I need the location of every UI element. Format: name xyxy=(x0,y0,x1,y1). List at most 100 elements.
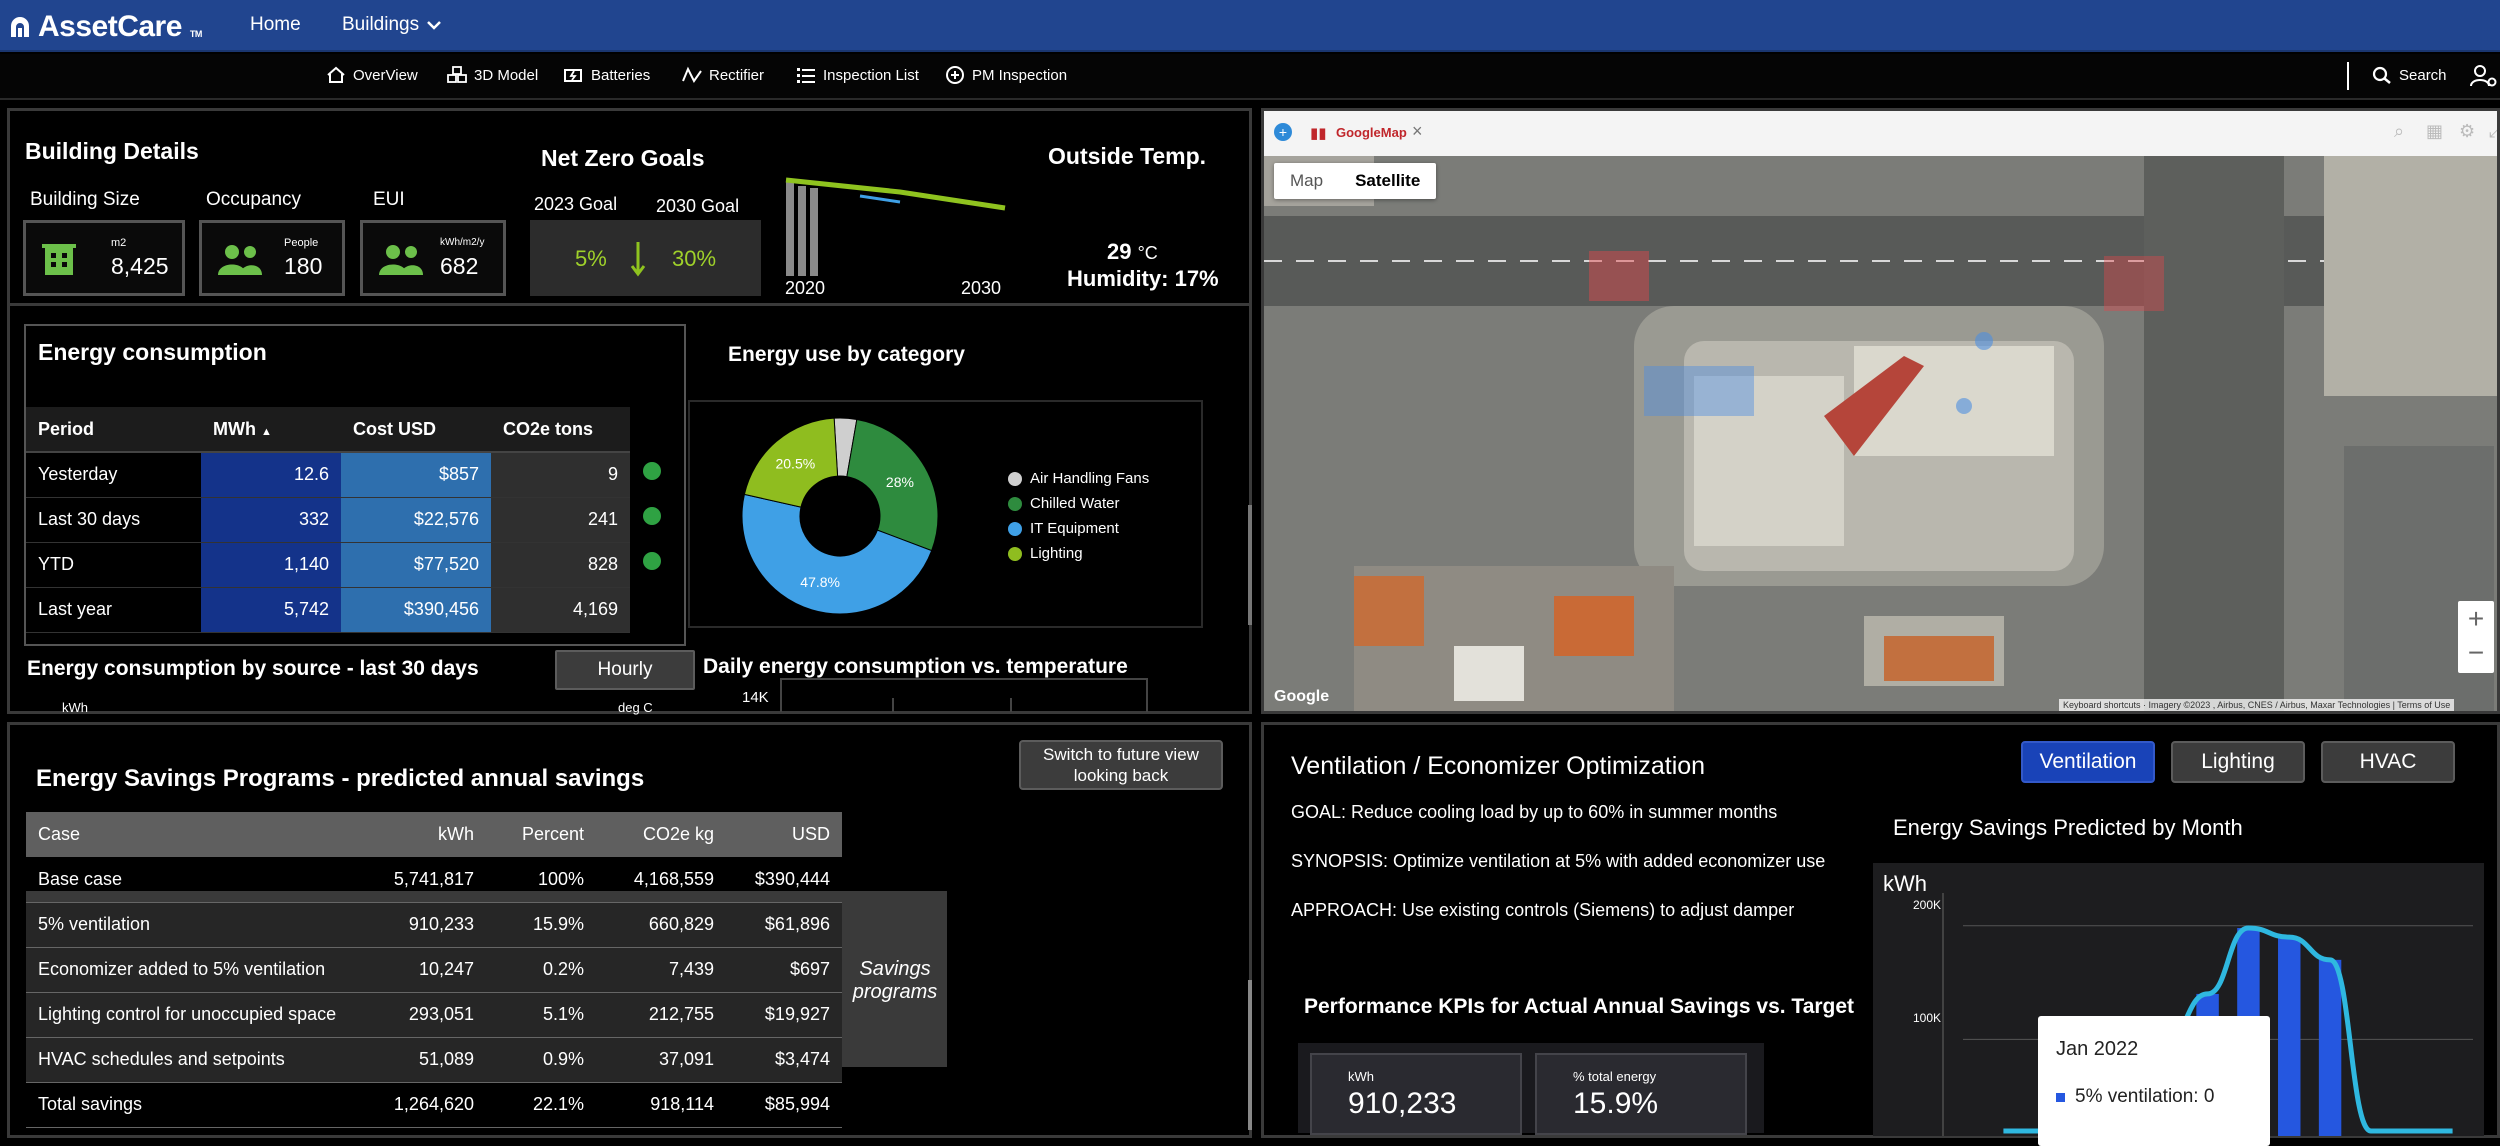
energy-source-title: Energy consumption by source - last 30 d… xyxy=(27,657,479,680)
nav-buildings[interactable]: Buildings xyxy=(342,14,441,36)
co2e-cell: 212,755 xyxy=(596,992,726,1038)
eui-unit: kWh/m2/y xyxy=(440,237,485,248)
occupancy-card: People 180 xyxy=(199,220,345,296)
building-icon xyxy=(42,244,76,275)
tab-ventilation[interactable]: Ventilation xyxy=(2021,741,2155,783)
add-icon[interactable]: + xyxy=(1274,123,1292,141)
user-settings-button[interactable] xyxy=(2470,64,2498,93)
col-co2[interactable]: CO2e tons xyxy=(491,407,630,453)
bar[interactable] xyxy=(2318,959,2342,1136)
left-axis-unit: kWh xyxy=(62,700,88,715)
outside-temp-value: 29 °C xyxy=(1107,239,1158,265)
pie-slice[interactable] xyxy=(846,418,939,552)
nav-batteries[interactable]: Batteries xyxy=(564,66,650,84)
legend-item[interactable]: Lighting xyxy=(1008,541,1149,566)
co2-cell: 9 xyxy=(491,452,630,498)
panel-scrollbar[interactable] xyxy=(1248,980,1252,1130)
nav-overview[interactable]: OverView xyxy=(326,66,418,84)
map-tab-label[interactable]: GoogleMap xyxy=(1336,125,1407,140)
col-co2e[interactable]: CO2e kg xyxy=(596,812,726,857)
tooltip-title: Jan 2022 xyxy=(2056,1038,2139,1060)
period-cell: Yesterday xyxy=(26,452,201,498)
col-usd[interactable]: USD xyxy=(726,812,842,857)
kwh-cell: 10,247 xyxy=(356,947,486,993)
search-button[interactable]: Search xyxy=(2372,66,2447,84)
battery-icon xyxy=(564,69,582,82)
close-tab-icon[interactable]: × xyxy=(1412,121,1423,141)
goal-2030-value: 30% xyxy=(672,246,717,271)
col-case[interactable]: Case xyxy=(26,812,356,857)
percent-cell: 0.2% xyxy=(486,947,596,993)
ventilation-panel xyxy=(1261,722,2500,1138)
pie-chart-title: Energy use by category xyxy=(728,343,965,366)
gear-icon[interactable]: ⚙ xyxy=(2459,121,2476,141)
usd-cell: $19,927 xyxy=(726,992,842,1038)
co2-cell: 828 xyxy=(491,542,630,588)
pie-chart-box xyxy=(688,400,1203,628)
hourly-button[interactable]: Hourly xyxy=(555,650,695,690)
expand-icon[interactable]: ⤢ xyxy=(2489,121,2497,142)
nav-rectifier[interactable]: Rectifier xyxy=(682,66,764,84)
co2e-cell: 4,168,559 xyxy=(596,857,726,903)
energy-consumption-box xyxy=(24,324,686,646)
map-tab-icon: ▮▮ xyxy=(1310,125,1327,142)
monthly-chart-title: Energy Savings Predicted by Month xyxy=(1893,815,2243,840)
people-icon xyxy=(379,245,423,275)
legend-item[interactable]: Chilled Water xyxy=(1008,491,1149,516)
nav-3d-model[interactable]: 3D Model xyxy=(447,66,538,84)
usd-cell: $697 xyxy=(726,947,842,993)
pie-legend: Air Handling Fans Chilled Water IT Equip… xyxy=(1008,466,1149,566)
grid-icon[interactable]: ▦ xyxy=(2426,121,2444,141)
col-percent[interactable]: Percent xyxy=(486,812,596,857)
plus-circle-icon xyxy=(946,66,964,84)
bar[interactable] xyxy=(2278,937,2301,1136)
pie-slice[interactable] xyxy=(741,493,933,615)
switch-future-view-button[interactable]: Switch to future view looking back xyxy=(1019,740,1223,790)
user-gear-icon xyxy=(2470,65,2497,87)
legend-item[interactable]: IT Equipment xyxy=(1008,516,1149,541)
status-dot xyxy=(643,507,661,525)
pie-slice[interactable] xyxy=(743,417,839,508)
usd-cell: $3,474 xyxy=(726,1037,842,1083)
energy-consumption-table: Period MWh ▲ Cost USD CO2e tons Yesterda… xyxy=(26,407,630,633)
app-logo[interactable]: AssetCare TM xyxy=(10,10,202,44)
panel-scrollbar[interactable] xyxy=(1248,505,1252,625)
legend-item[interactable]: Air Handling Fans xyxy=(1008,466,1149,491)
savings-table: Case kWh Percent CO2e kg USD Base case 5… xyxy=(26,812,842,1128)
nav-inspection-list[interactable]: Inspection List xyxy=(796,66,919,84)
map-panel: + ▮▮ GoogleMap × ⌕ ▦ ⚙ ⤢ Map Satellit xyxy=(1261,108,2500,714)
nav-pm-inspection[interactable]: PM Inspection xyxy=(945,66,1067,84)
building-size-card: m2 8,425 xyxy=(23,220,185,296)
tab-lighting[interactable]: Lighting xyxy=(2171,741,2305,783)
map-footer[interactable]: Keyboard shortcuts · Imagery ©2023 , Air… xyxy=(2059,699,2455,711)
search-icon[interactable]: ⌕ xyxy=(2394,121,2405,141)
nav-rectifier-label: Rectifier xyxy=(709,66,765,84)
map-type-map[interactable]: Map xyxy=(1290,171,1324,190)
zoom-controls: + − xyxy=(2458,601,2494,673)
period-cell: Last year xyxy=(26,587,201,633)
tooltip-text: 5% ventilation: 0 xyxy=(2075,1086,2215,1107)
co2-cell: 4,169 xyxy=(491,587,630,633)
savings-side-label: Savings programs xyxy=(852,958,938,1003)
secondary-nav-bar xyxy=(0,54,2500,100)
rectifier-icon xyxy=(682,66,702,83)
gridline xyxy=(892,698,894,712)
col-kwh[interactable]: kWh xyxy=(356,812,486,857)
col-period[interactable]: Period xyxy=(26,407,201,453)
zoom-in-button[interactable]: + xyxy=(2467,603,2485,634)
col-mwh[interactable]: MWh ▲ xyxy=(201,407,341,453)
table-row: Yesterday 12.6 $857 9 xyxy=(26,452,630,498)
nav-home[interactable]: Home xyxy=(250,14,301,35)
kwh-cell: 1,264,620 xyxy=(356,1082,486,1128)
net-zero-x-end: 2030 xyxy=(961,278,1002,298)
col-cost[interactable]: Cost USD xyxy=(341,407,491,453)
tab-hvac[interactable]: HVAC xyxy=(2321,741,2455,783)
map-type-satellite[interactable]: Satellite xyxy=(1355,171,1421,190)
temp-unit: °C xyxy=(1137,243,1158,263)
zoom-out-button[interactable]: − xyxy=(2467,637,2485,668)
mwh-cell: 1,140 xyxy=(201,542,341,588)
ytick-200k: 200K xyxy=(1913,898,1942,912)
occupancy-value: 180 xyxy=(284,253,323,279)
satellite-imagery[interactable] xyxy=(1264,156,2500,714)
nav-divider xyxy=(2347,62,2349,90)
